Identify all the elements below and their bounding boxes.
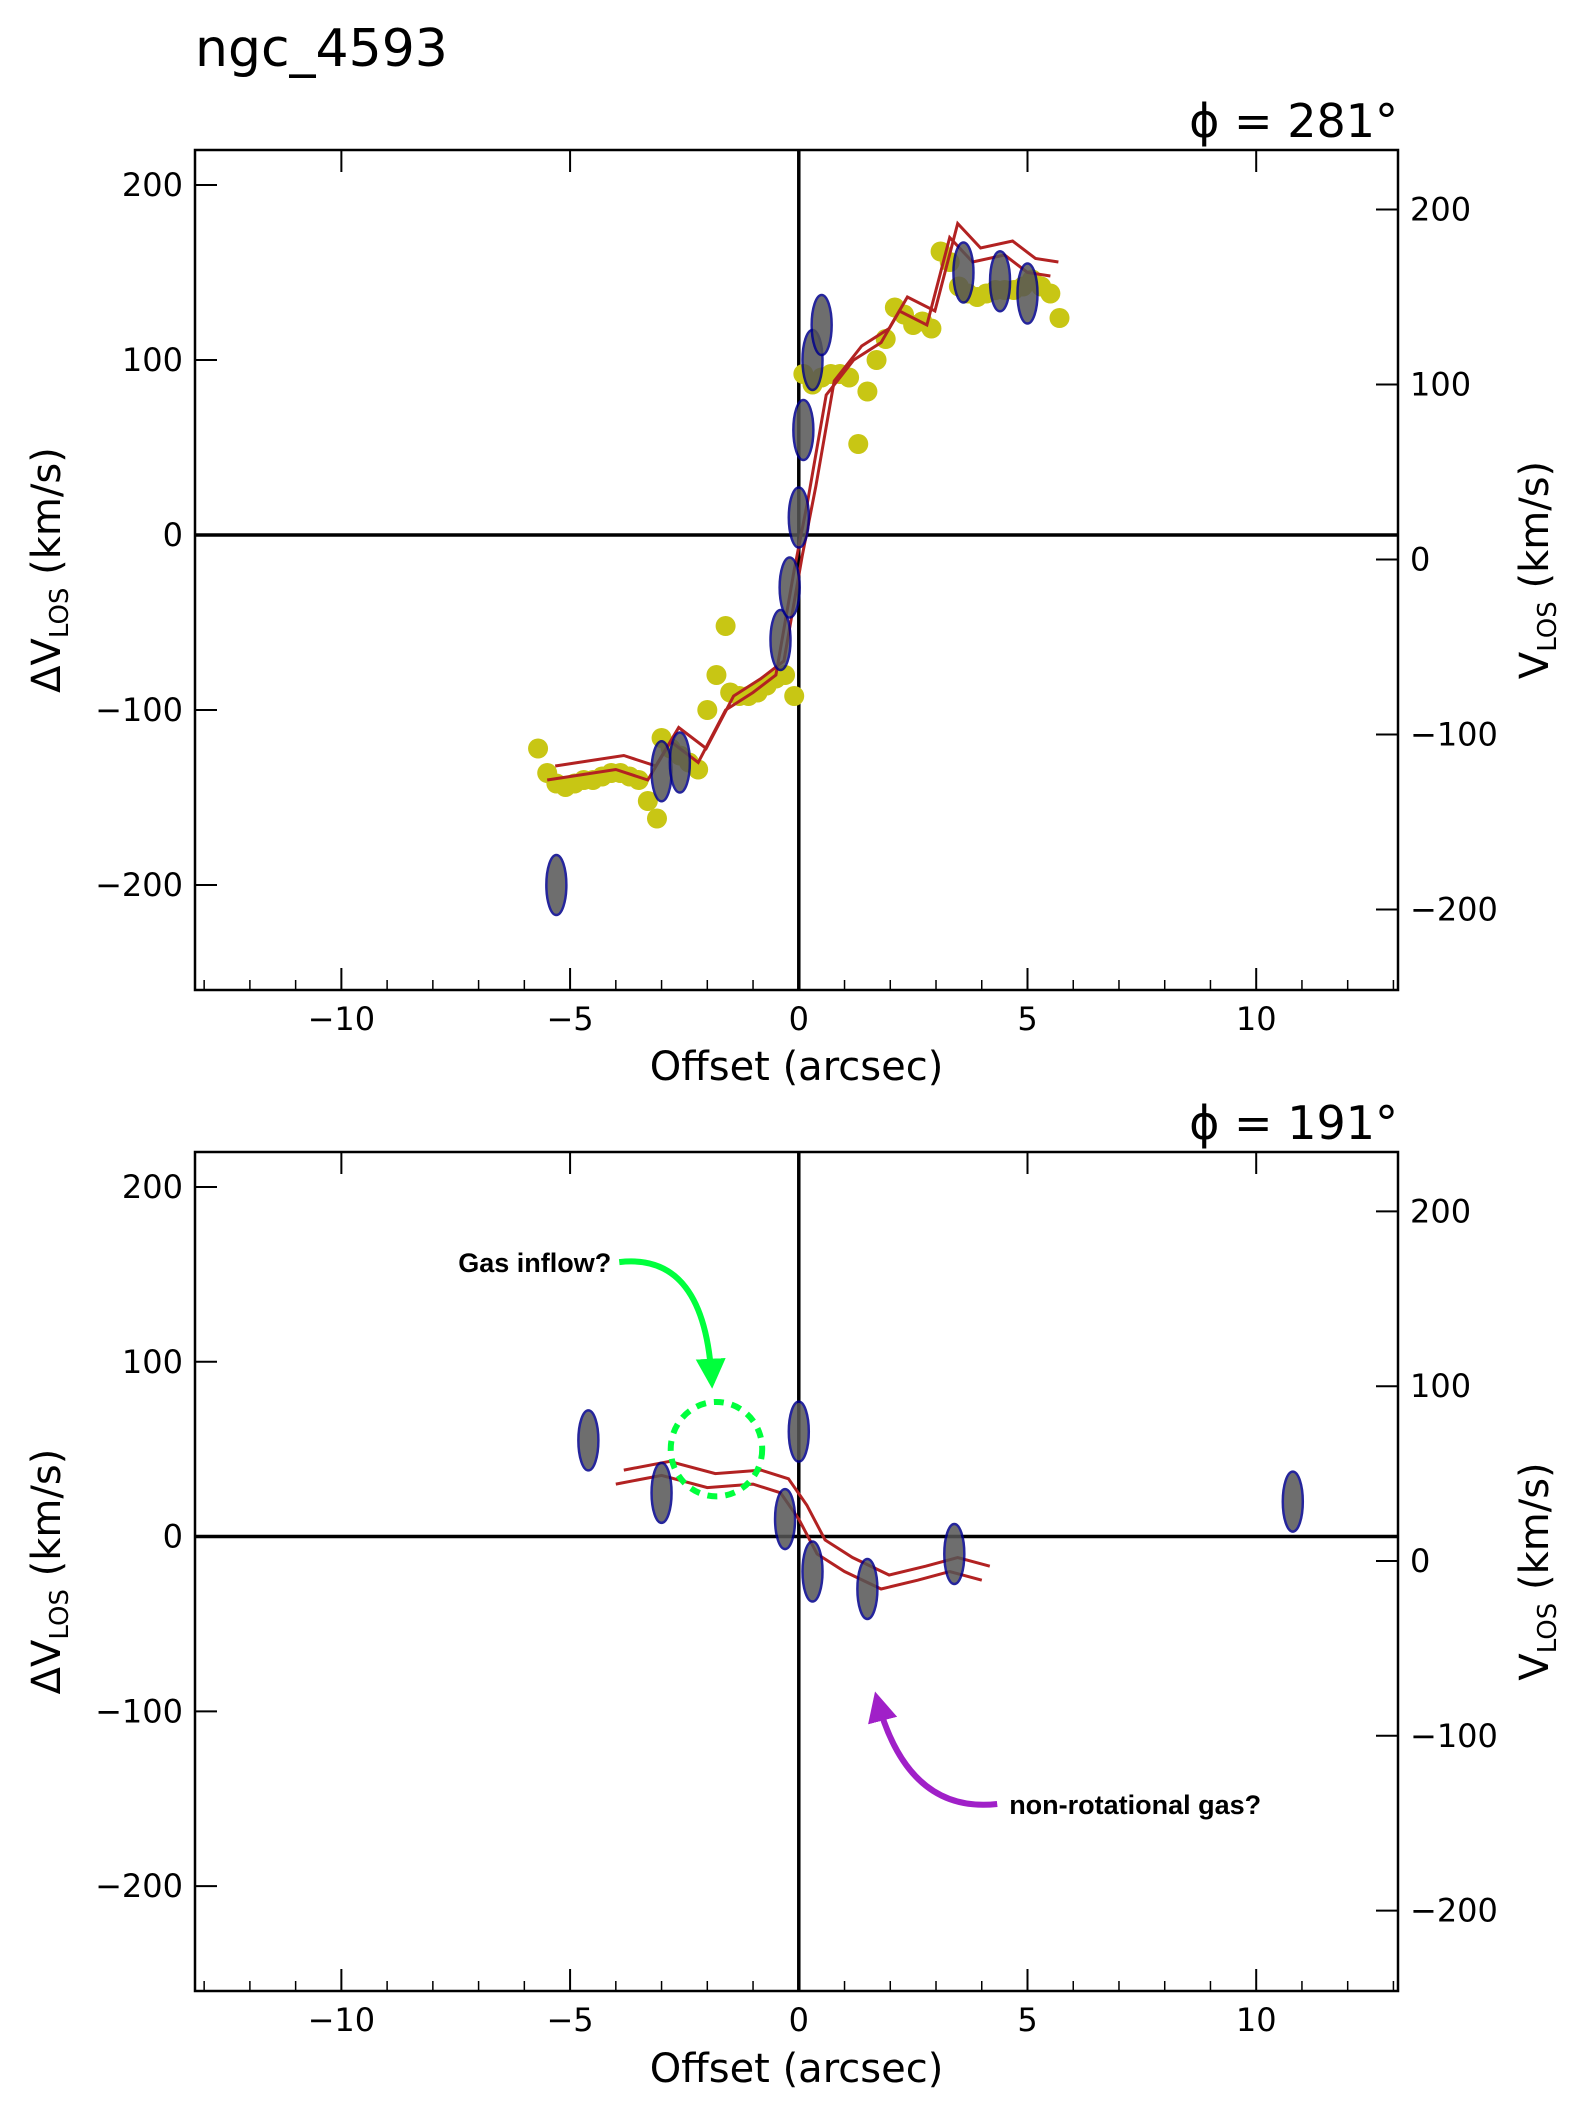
- data-contour-blob: [792, 398, 815, 462]
- y-tick-label: 0: [163, 1518, 183, 1556]
- y-axis-label-left: ΔVLOS (km/s): [24, 447, 75, 693]
- y-tick-label: −200: [95, 1867, 183, 1905]
- data-contour-blob: [787, 486, 811, 549]
- y-right-tick-label: −100: [1410, 1717, 1498, 1755]
- velocity-point: [697, 700, 718, 720]
- y-tick-label: −100: [95, 1692, 183, 1730]
- data-contour-blob: [810, 293, 833, 357]
- y-right-tick-label: −200: [1410, 891, 1498, 929]
- x-tick-label: 10: [1236, 2001, 1277, 2039]
- x-tick-label: 0: [789, 2001, 809, 2039]
- data-contour-blob: [1281, 1470, 1305, 1533]
- velocity-point: [528, 738, 549, 759]
- y-right-tick-label: 0: [1410, 541, 1430, 579]
- data-contour-blob: [769, 608, 792, 672]
- y-right-tick-label: 0: [1410, 1542, 1430, 1580]
- annotation-arrow: [618, 1258, 726, 1389]
- velocity-point: [848, 434, 869, 454]
- y-right-tick-label: 200: [1410, 191, 1471, 229]
- annotation-label: Gas inflow?: [458, 1248, 611, 1278]
- data-contour-blob: [988, 250, 1012, 313]
- model-contour-line-outer: [623, 1459, 991, 1577]
- annotation-arrow: [868, 1691, 998, 1808]
- panel-phi-281: −10 −5 0 5 10 −200 −100 0 100 200 −200 −100 0 100 200 O…: [24, 94, 1563, 1090]
- plot-frame: [193, 1150, 1400, 1993]
- data-contour-blob: [1016, 262, 1039, 325]
- model-contour-line: [615, 1473, 983, 1591]
- x-tick-label: 0: [789, 1000, 809, 1038]
- annotation-label: non-rotational gas?: [1009, 1790, 1261, 1820]
- velocity-point: [637, 791, 658, 811]
- x-axis-label: Offset (arcsec): [650, 1044, 944, 1090]
- x-tick-label: −5: [546, 1000, 593, 1038]
- figure-title: ngc_4593: [195, 19, 448, 79]
- inflow-highlight-circle: [667, 1398, 766, 1500]
- data-contour-blob: [650, 740, 673, 803]
- data-contour-blob: [668, 731, 692, 794]
- y-tick-label: 100: [122, 341, 183, 379]
- y-right-tick-label: 100: [1410, 366, 1471, 404]
- data-contour-blob: [801, 1540, 824, 1603]
- velocity-point: [715, 616, 736, 636]
- y-tick-label: 200: [122, 166, 183, 204]
- panel-angle-label: ϕ = 281°: [1189, 94, 1398, 148]
- x-tick-label: −10: [308, 2001, 376, 2039]
- data-contour-blob: [943, 1522, 966, 1586]
- y-axis-label-right: VLOS (km/s): [1512, 461, 1563, 679]
- velocity-point: [784, 686, 805, 706]
- data-contour-blob: [773, 1487, 797, 1551]
- data-contour-blob: [787, 1400, 811, 1463]
- y-tick-label: 200: [122, 1168, 183, 1206]
- y-right-tick-label: 200: [1410, 1192, 1471, 1230]
- x-tick-label: 5: [1017, 2001, 1037, 2039]
- data-contour-blob: [577, 1409, 600, 1472]
- panel-phi-191: −10 −5 0 5 10 −200 −100 0 100 200 −200 −100 0 100 200 O…: [24, 1096, 1563, 2092]
- y-tick-label: 100: [122, 1343, 183, 1381]
- plot-area: [577, 1400, 1305, 1621]
- velocity-point: [646, 808, 667, 829]
- y-right-tick-label: −200: [1410, 1892, 1498, 1930]
- data-contour-blob: [650, 1461, 673, 1525]
- x-tick-label: −10: [308, 1000, 376, 1038]
- y-right-tick-label: 100: [1410, 1367, 1471, 1405]
- data-contour-blob: [545, 853, 568, 917]
- panel-angle-label: ϕ = 191°: [1189, 1096, 1398, 1150]
- y-tick-label: −100: [95, 691, 183, 729]
- x-axis-label: Offset (arcsec): [650, 2046, 944, 2092]
- velocity-point: [706, 665, 727, 685]
- velocity-point: [688, 759, 709, 780]
- velocity-point: [921, 318, 942, 339]
- y-axis-label-right: VLOS (km/s): [1512, 1462, 1563, 1680]
- x-tick-label: 5: [1017, 1000, 1037, 1038]
- plot-area: [528, 220, 1070, 917]
- velocity-point: [1040, 283, 1061, 304]
- plot-frame: [193, 148, 1400, 992]
- velocity-point: [1049, 308, 1070, 328]
- velocity-point: [866, 350, 887, 370]
- data-contour-blob: [952, 241, 975, 304]
- y-tick-label: 0: [163, 516, 183, 554]
- y-right-tick-label: −100: [1410, 716, 1498, 754]
- x-tick-label: 10: [1236, 1000, 1277, 1038]
- y-tick-label: −200: [95, 866, 183, 904]
- velocity-point: [857, 381, 878, 402]
- data-contour-blob: [856, 1557, 879, 1621]
- data-contour-blob: [778, 556, 801, 619]
- y-axis-label-left: ΔVLOS (km/s): [24, 1449, 75, 1695]
- x-tick-label: −5: [546, 2001, 593, 2039]
